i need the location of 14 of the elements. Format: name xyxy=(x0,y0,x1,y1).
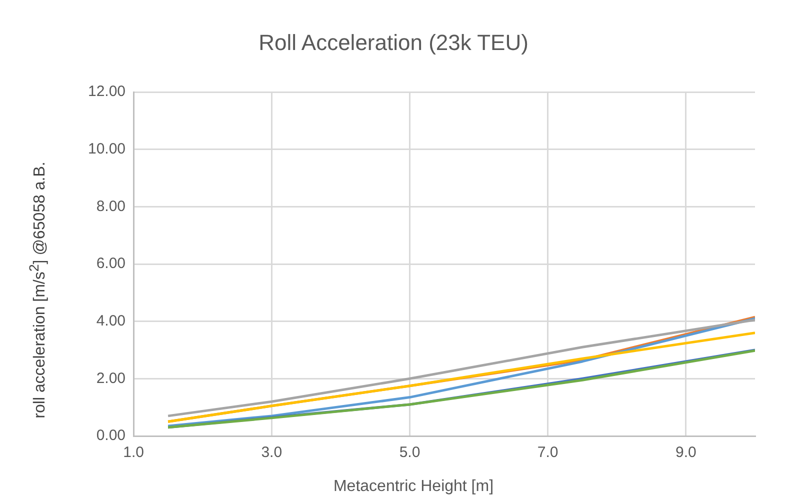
x-tick-label: 5.0 xyxy=(399,444,420,462)
y-tick-label: 8.00 xyxy=(96,198,126,215)
x-tick-label: 3.0 xyxy=(261,444,282,462)
chart-title: Roll Acceleration (23k TEU) xyxy=(258,30,530,56)
y-tick-label: 12.00 xyxy=(88,83,126,100)
x-axis-title: Metacentric Height [m] xyxy=(332,478,495,496)
y-tick-label: 2.00 xyxy=(96,370,126,387)
y-tick-label: 10.00 xyxy=(88,140,126,158)
y-tick-label: 6.00 xyxy=(96,255,126,272)
x-tick-label: 1.0 xyxy=(123,444,144,462)
y-tick-label: 4.00 xyxy=(96,312,126,330)
x-tick-label: 7.0 xyxy=(537,444,558,462)
x-tick-label: 9.0 xyxy=(676,444,696,462)
y-tick-label: 0.00 xyxy=(96,427,126,444)
